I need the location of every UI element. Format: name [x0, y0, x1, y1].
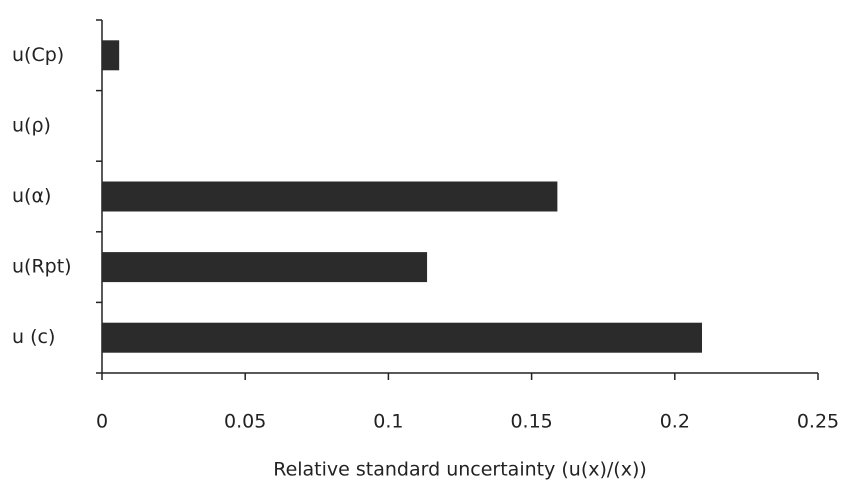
- x-tick-label: 0.2: [660, 411, 690, 433]
- x-axis-title: Relative standard uncertainty (u(x)/(x)): [273, 459, 647, 481]
- bar: [102, 252, 428, 283]
- bar: [102, 181, 558, 212]
- bar: [102, 322, 703, 353]
- x-tick-label: 0.05: [224, 411, 266, 433]
- y-tick-label: u(Rpt): [12, 256, 72, 278]
- y-tick-label: u(Cp): [12, 44, 64, 66]
- y-tick-label: u(ρ): [12, 114, 51, 136]
- bar: [102, 40, 120, 71]
- y-tick-label: u (c): [12, 326, 55, 348]
- x-tick-label: 0.15: [510, 411, 552, 433]
- x-tick-label: 0.1: [373, 411, 403, 433]
- x-tick-label: 0.25: [797, 411, 839, 433]
- y-tick-label: u(α): [12, 185, 51, 207]
- x-tick-label: 0: [96, 411, 108, 433]
